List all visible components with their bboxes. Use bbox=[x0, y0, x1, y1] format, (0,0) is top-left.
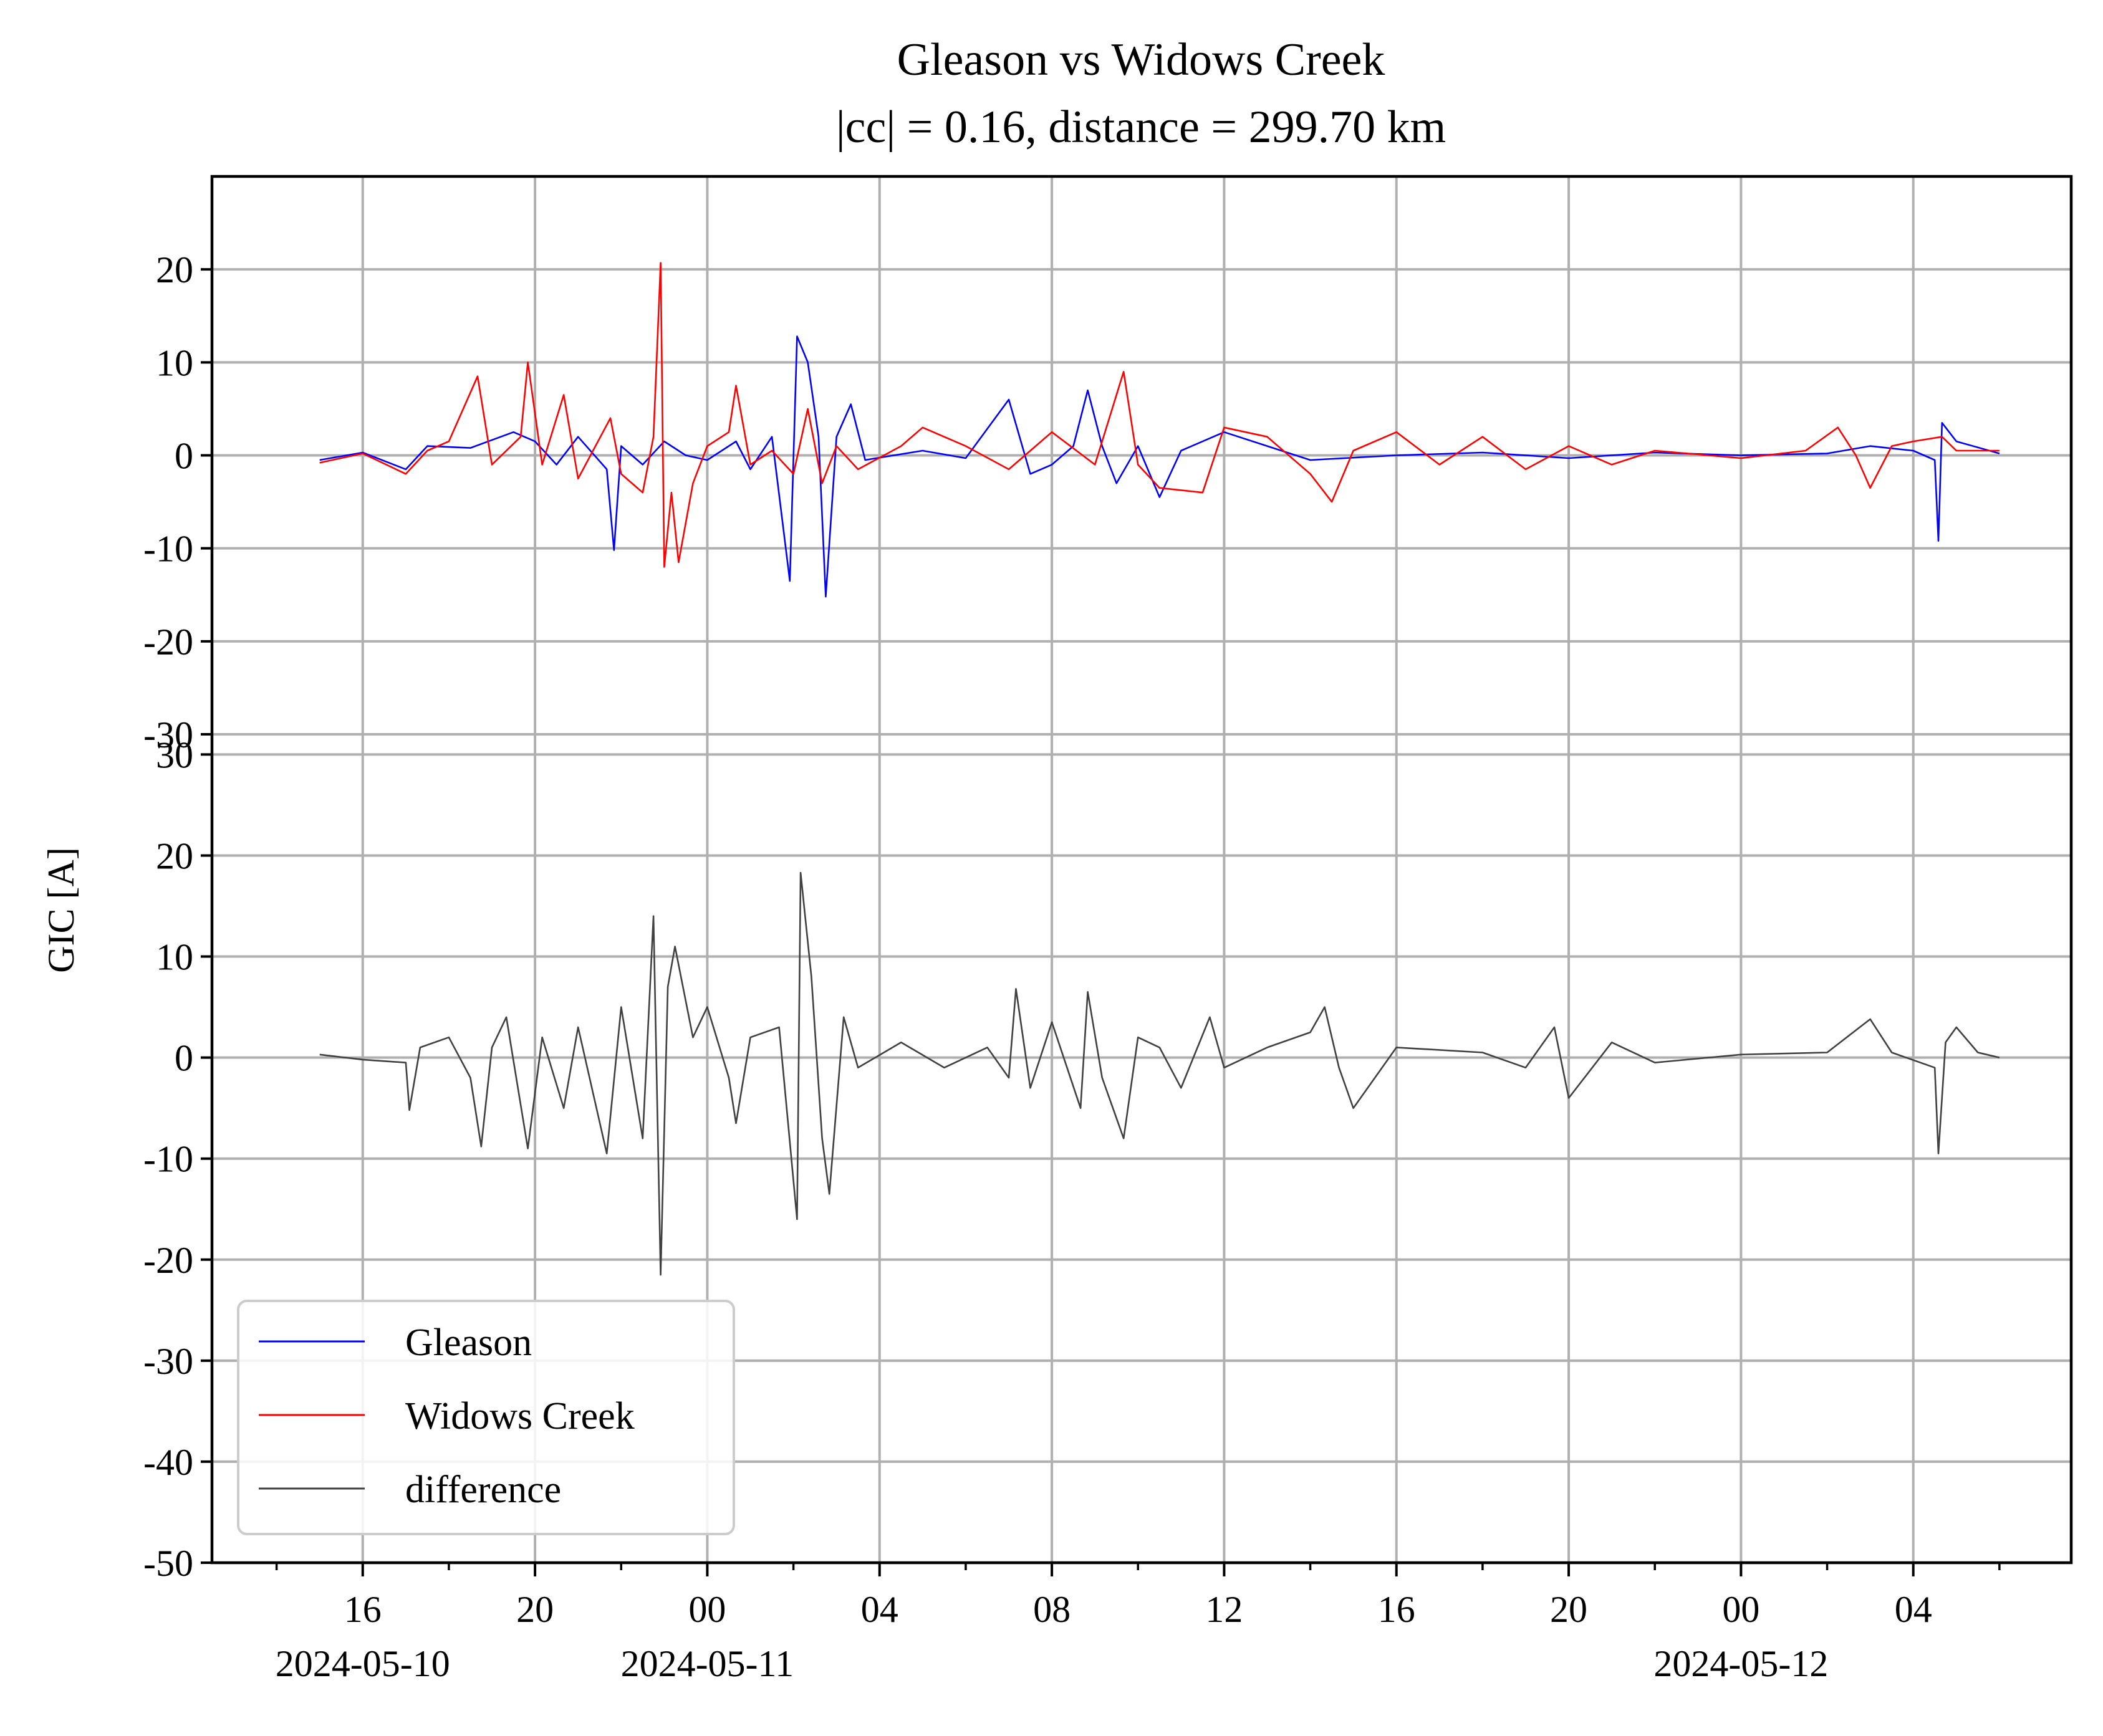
y-tick-label: 0 bbox=[175, 1038, 193, 1079]
y-tick-label: -10 bbox=[143, 1139, 193, 1180]
x-tick-label: 16 bbox=[1378, 1589, 1415, 1630]
x-tick-label: 04 bbox=[1895, 1589, 1932, 1630]
legend-box bbox=[237, 1300, 735, 1535]
x-tick-label: 20 bbox=[516, 1589, 554, 1630]
y-tick-label: 20 bbox=[156, 249, 193, 290]
x-tick-label: 04 bbox=[861, 1589, 898, 1630]
y-tick-label: 0 bbox=[175, 436, 193, 477]
plot-frame bbox=[210, 175, 2073, 1565]
y-tick-label: 10 bbox=[156, 937, 193, 978]
x-tick-label: 16 bbox=[344, 1589, 382, 1630]
x-date-label: 2024-05-12 bbox=[1653, 1643, 1828, 1684]
y-tick-label: 30 bbox=[156, 734, 193, 775]
x-tick-label: 20 bbox=[1550, 1589, 1587, 1630]
legend-label: Gleason bbox=[405, 1321, 532, 1364]
ticks-layer: 20100-10-20-303020100-10-20-30-40-501620… bbox=[143, 249, 2001, 1684]
legend-label: Widows Creek bbox=[405, 1395, 635, 1437]
series-line-widows-creek bbox=[319, 262, 2000, 568]
series-layer bbox=[319, 262, 2000, 1276]
y-tick-label: -10 bbox=[143, 529, 193, 570]
y-tick-label: 10 bbox=[156, 342, 193, 383]
legend-label: difference bbox=[405, 1469, 561, 1511]
y-tick-label: -50 bbox=[143, 1543, 193, 1584]
x-tick-label: 00 bbox=[688, 1589, 726, 1630]
series-line-gleason bbox=[319, 335, 2000, 598]
x-tick-label: 00 bbox=[1722, 1589, 1759, 1630]
x-date-label: 2024-05-10 bbox=[276, 1643, 450, 1684]
axes-layer bbox=[210, 175, 2073, 1565]
x-tick-label: 12 bbox=[1205, 1589, 1243, 1630]
y-tick-label: -30 bbox=[143, 714, 193, 755]
legend: Gleason Widows Creek difference bbox=[237, 1300, 735, 1535]
series-line-difference bbox=[319, 871, 2000, 1276]
y-tick-label: -40 bbox=[143, 1442, 193, 1483]
chart-title: Gleason vs Widows Creek bbox=[897, 34, 1385, 85]
y-axis-label: GIC [A] bbox=[41, 847, 82, 973]
chart-subtitle: |cc| = 0.16, distance = 299.70 km bbox=[836, 102, 1446, 153]
x-date-label: 2024-05-11 bbox=[621, 1643, 794, 1684]
y-tick-label: -30 bbox=[143, 1341, 193, 1382]
x-tick-label: 08 bbox=[1033, 1589, 1071, 1630]
y-tick-label: -20 bbox=[143, 621, 193, 663]
y-tick-label: -20 bbox=[143, 1240, 193, 1281]
y-tick-label: 20 bbox=[156, 835, 193, 876]
